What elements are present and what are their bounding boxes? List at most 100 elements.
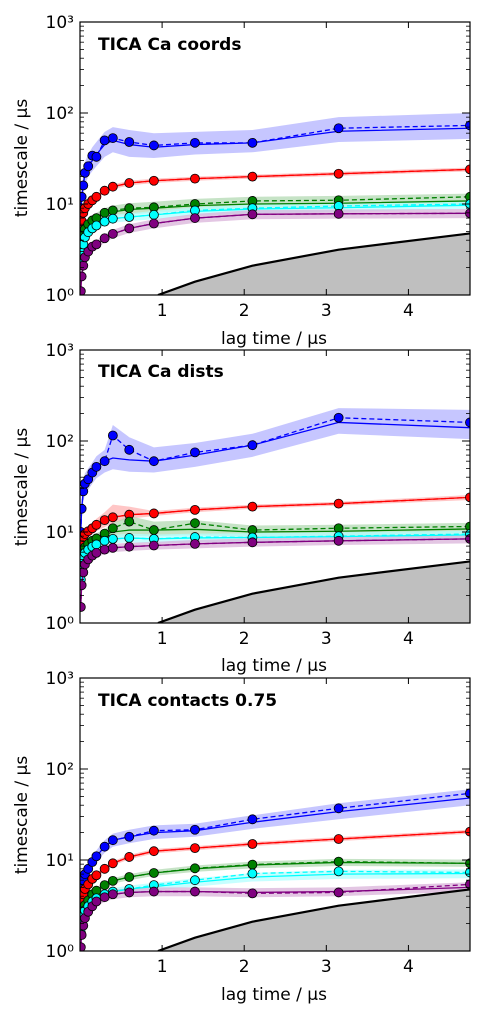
x-tick-label: 4	[403, 301, 414, 321]
data-point	[99, 207, 110, 218]
data-point	[465, 164, 470, 175]
x-axis-label: lag time / μs	[221, 329, 327, 349]
confidence-band-1	[80, 829, 470, 914]
data-point	[465, 826, 470, 837]
y-tick-label: 10²	[46, 432, 74, 452]
data-point	[124, 444, 135, 455]
confidence-band-3	[80, 869, 470, 935]
confidence-band-0	[80, 789, 470, 907]
panel-title: TICA Ca dists	[98, 362, 224, 382]
data-point	[465, 191, 470, 202]
data-point	[247, 814, 258, 825]
data-point	[247, 888, 258, 899]
y-tick-label: 10⁰	[46, 942, 75, 962]
data-point	[124, 852, 135, 862]
data-point	[80, 286, 86, 295]
data-point	[91, 896, 102, 907]
data-point	[148, 525, 159, 535]
data-point	[99, 185, 110, 196]
data-point	[333, 834, 344, 844]
data-point	[190, 173, 200, 184]
data-point	[465, 417, 470, 428]
data-point	[148, 456, 159, 467]
data-point	[247, 440, 258, 451]
plot-frame	[79, 21, 471, 296]
y-tick-label: 10¹	[46, 195, 74, 215]
lag-time-line	[157, 888, 470, 951]
data-point	[80, 580, 87, 591]
data-point	[124, 223, 135, 234]
data-point	[80, 930, 87, 940]
y-axis-label: timescale / μs	[12, 756, 32, 875]
data-point	[247, 839, 258, 849]
plot-area	[80, 408, 470, 623]
y-tick-label: 10²	[46, 104, 74, 124]
y-tick-label: 10⁰	[46, 614, 75, 634]
data-point	[107, 542, 118, 553]
data-point	[247, 209, 258, 220]
data-point	[247, 137, 258, 148]
data-point	[107, 875, 118, 886]
data-point	[124, 137, 135, 147]
data-point	[465, 208, 470, 219]
lag-time-line	[157, 560, 470, 623]
data-point	[190, 843, 200, 854]
data-point	[148, 508, 159, 519]
confidence-band-3	[80, 200, 470, 268]
data-point	[148, 868, 159, 878]
data-point	[190, 824, 200, 835]
x-tick-label: 2	[239, 301, 250, 321]
panel-tica-ca-coords: 1 2 3 4 10⁰ 10¹ 10² 10³ TICA Ca coords lag time /…	[12, 13, 471, 349]
y-axis-label: timescale / μs	[12, 99, 32, 218]
lag-time-line	[157, 232, 470, 295]
data-point	[148, 825, 159, 836]
data-point	[333, 535, 344, 546]
data-point	[247, 537, 258, 548]
data-point	[91, 539, 102, 550]
plot-area	[80, 788, 470, 951]
data-point	[124, 831, 135, 842]
data-point	[247, 501, 258, 512]
plot-area	[80, 113, 470, 295]
data-point	[99, 456, 110, 467]
data-point	[107, 523, 118, 534]
data-point	[465, 858, 470, 869]
data-point	[333, 803, 344, 814]
y-tick-label: 10³	[46, 13, 74, 33]
y-tick-label: 10³	[46, 669, 74, 689]
data-point	[124, 178, 135, 188]
data-point	[107, 512, 118, 523]
data-point	[99, 135, 110, 146]
lag-time-region	[158, 889, 470, 951]
confidence-band-2	[80, 858, 470, 931]
data-point	[91, 547, 102, 558]
data-point	[107, 533, 118, 544]
x-tick-label: 3	[321, 629, 332, 649]
data-point	[190, 447, 200, 458]
data-point	[99, 216, 110, 227]
data-point	[247, 171, 258, 182]
data-point	[124, 533, 135, 543]
x-tick-label: 1	[157, 957, 168, 977]
panel-tica-ca-dists: 1 2 3 4 10⁰ 10¹ 10² 10³ TICA Ca dists lag time / …	[12, 341, 471, 676]
panel-title: TICA Ca coords	[98, 35, 241, 55]
x-tick-label: 4	[403, 957, 414, 977]
data-point	[107, 181, 118, 192]
x-tick-label: 1	[157, 629, 168, 649]
series-sample-line-0	[80, 792, 470, 902]
data-point	[91, 851, 102, 862]
data-point	[333, 498, 344, 509]
data-point	[91, 461, 102, 472]
data-point	[91, 191, 102, 202]
data-point	[190, 538, 200, 549]
data-point	[190, 863, 200, 874]
data-point	[99, 515, 110, 526]
confidence-band-2	[80, 515, 470, 579]
data-point	[148, 209, 159, 220]
data-point	[333, 412, 344, 423]
data-point	[107, 228, 118, 239]
data-point	[465, 120, 470, 131]
data-point	[124, 203, 135, 214]
x-axis-label: lag time / μs	[221, 985, 327, 1005]
